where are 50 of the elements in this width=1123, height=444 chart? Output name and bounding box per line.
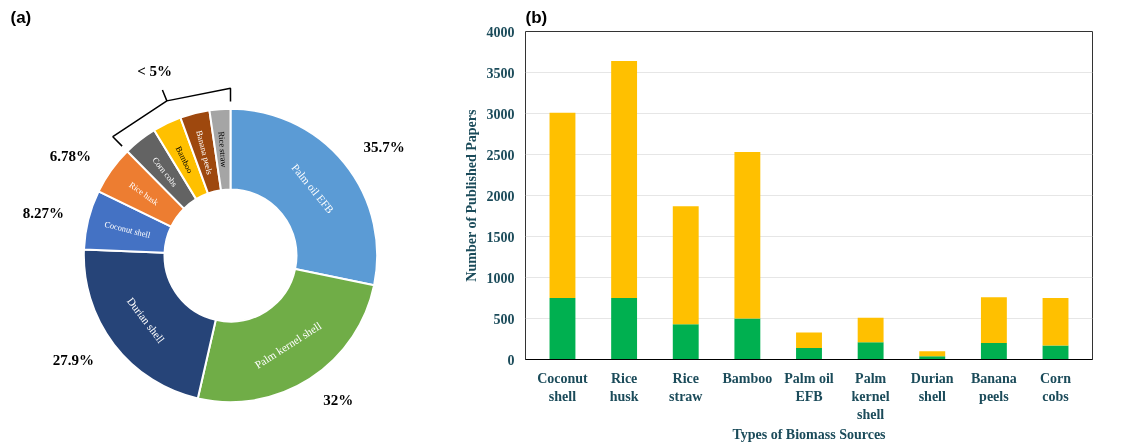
bar [672,206,699,325]
slice-label: Rice straw [216,131,230,169]
x-tick-label: Rice straw [669,370,704,404]
bar [611,61,638,298]
x-tick-label: Coconut shell [537,370,589,404]
bar [796,332,822,349]
y-tick-label: 3000 [486,106,515,122]
data-label: 35.7% [363,139,405,156]
bar [980,297,1007,344]
bar [796,348,822,360]
x-tick-label: Durian shell [910,370,954,404]
slice-label: Rice husk [127,179,162,208]
chart-title: (a) [10,7,32,27]
x-tick-label: Palm oil EFB [784,370,834,404]
bar [611,298,638,360]
bar [1042,298,1069,346]
data-label: 27.9% [52,351,95,368]
y-tick-label: 2500 [486,147,515,163]
slice-label: Coconut shell [103,218,153,241]
x-tick-label: Palm kernel shell [851,370,890,422]
bar [549,112,576,298]
bar [980,343,1007,360]
bar [919,351,946,357]
bar [919,356,946,360]
y-tick-label: 3500 [486,65,515,81]
x-tick-label: Rice husk [609,370,639,404]
x-tick-label: Bamboo [722,370,773,386]
bar [857,317,884,343]
bar [857,342,884,360]
bar [672,324,699,360]
text: < 5% [137,63,173,80]
x-tick-label: Corn cobs [1039,370,1072,404]
data-label: 32% [323,391,354,408]
y-tick-label: 4000 [486,24,515,40]
bar [1042,345,1069,360]
bar [549,298,576,360]
x-axis-title: Types of Biomass Sources [732,426,887,442]
y-tick-label: 2000 [486,188,515,204]
data-label: 8.27% [22,205,65,222]
y-tick-label: 1000 [486,270,515,286]
y-tick-label: 0 [507,352,515,368]
y-tick-label: 1500 [486,229,515,245]
x-tick-label: Banana peels [970,370,1017,404]
y-tick-label: 500 [493,311,515,327]
data-label: 6.78% [49,147,91,164]
y-axis-title: Number of Published Papers [463,109,479,282]
bar [734,318,761,360]
chart-title: (b) [525,7,548,27]
bar [734,152,761,319]
slice-label: Banana peels [194,129,215,176]
